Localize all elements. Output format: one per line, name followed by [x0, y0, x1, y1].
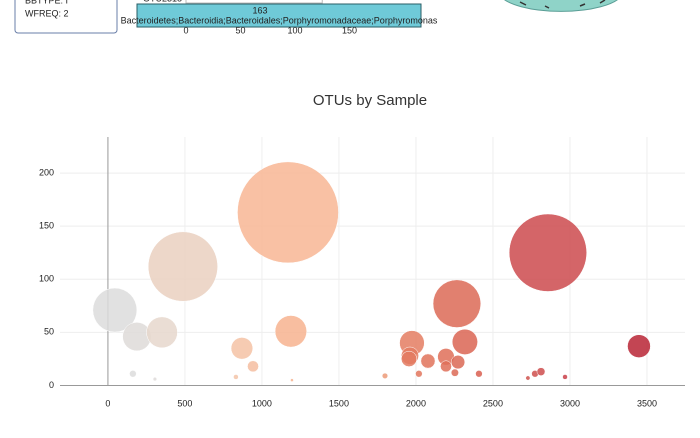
x-tick-label: 2500: [483, 398, 503, 408]
bubble: [92, 287, 138, 333]
y-tick-label: 0: [49, 380, 54, 390]
bubble: [562, 374, 568, 380]
bubble: [440, 360, 452, 373]
bubble: [415, 370, 423, 378]
x-tick-label: 0: [183, 25, 188, 35]
bubble: [230, 337, 254, 360]
bubble: [146, 316, 178, 349]
y-tick-label: 150: [39, 221, 54, 231]
bubble: [450, 368, 459, 377]
bubble: [147, 231, 218, 302]
bubble: [451, 328, 478, 355]
hover-value: 163: [252, 5, 267, 15]
hover-text: Bacteroidetes;Bacteroidia;Bacteroidales;…: [121, 15, 438, 25]
bubble: [432, 279, 482, 328]
bubble: [233, 374, 239, 380]
bubble: [536, 367, 546, 376]
gauge: [504, 0, 618, 12]
x-tick-label: 500: [177, 398, 192, 408]
bubble: [401, 350, 418, 367]
bubble: [475, 370, 483, 378]
bubble: [525, 375, 531, 381]
y-tick-label: OTU2318: [143, 0, 182, 3]
y-tick-label: 100: [39, 274, 54, 284]
x-tick-label: 150: [342, 25, 357, 35]
x-tick-label: 1500: [329, 398, 349, 408]
x-tick-label: 100: [287, 25, 302, 35]
bar: [185, 0, 323, 4]
x-tick-label: 3500: [637, 398, 657, 408]
x-tick-label: 2000: [406, 398, 426, 408]
bubble: [247, 360, 259, 373]
y-tick-label: 200: [39, 167, 54, 177]
bubble: [420, 353, 436, 369]
bubble: [237, 161, 339, 264]
bubble: [381, 372, 389, 379]
x-tick-label: 1000: [252, 398, 272, 408]
panel-line: WFREQ: 2: [25, 8, 69, 18]
y-tick-label: 50: [44, 327, 54, 337]
info-panel: [14, 0, 118, 34]
chart-title: OTUs by Sample: [313, 92, 427, 109]
x-tick-label: 50: [235, 25, 245, 35]
panel-line: BBTYPE: I: [25, 0, 68, 5]
bubble: [129, 370, 137, 378]
bubble: [152, 376, 158, 382]
hover-box: [136, 3, 422, 28]
bubble: [627, 334, 651, 358]
bubble: [450, 355, 466, 370]
bubble: [274, 315, 307, 348]
x-tick-label: 0: [105, 398, 110, 408]
x-tick-label: 3000: [560, 398, 580, 408]
bubble: [290, 378, 294, 382]
bubble: [508, 213, 587, 292]
